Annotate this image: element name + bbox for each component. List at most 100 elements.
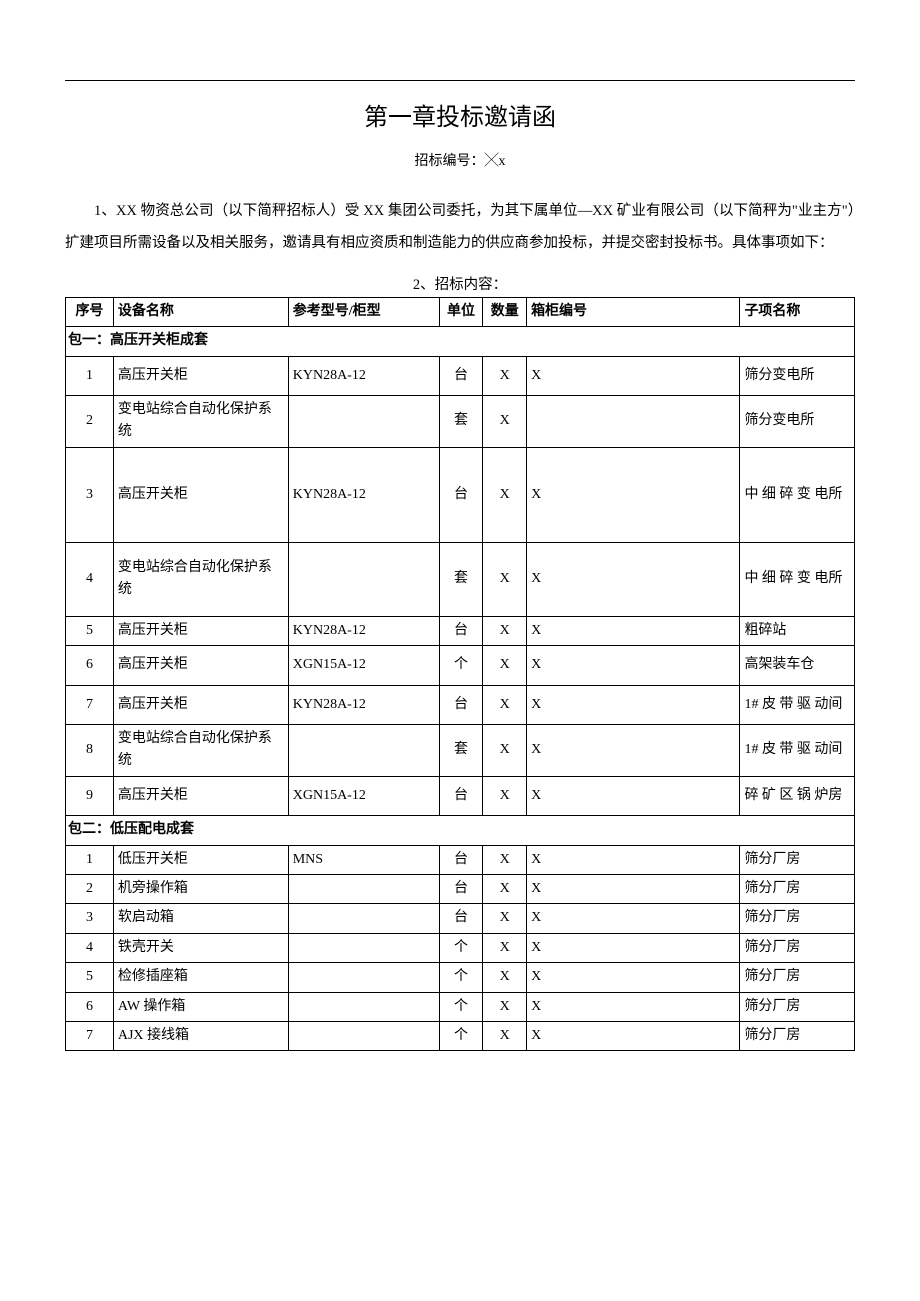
cell-model <box>288 1021 439 1050</box>
section2-label: 2、招标内容： <box>65 274 855 297</box>
table-row: 2变电站综合自动化保护系统套X筛分变电所 <box>66 395 855 447</box>
cell-seq: 6 <box>66 992 114 1021</box>
table-group-row: 包二：低压配电成套 <box>66 816 855 845</box>
cell-unit: 个 <box>439 992 483 1021</box>
cell-unit: 套 <box>439 725 483 777</box>
cell-name: 变电站综合自动化保护系统 <box>113 725 288 777</box>
cell-unit: 个 <box>439 1021 483 1050</box>
cell-model <box>288 395 439 447</box>
cell-name: 铁壳开关 <box>113 933 288 962</box>
cell-cabno: X <box>527 356 740 395</box>
cell-sub: 筛分厂房 <box>740 845 855 874</box>
cell-qty: X <box>483 646 527 685</box>
cell-model: KYN28A-12 <box>288 356 439 395</box>
cell-sub: 筛分厂房 <box>740 933 855 962</box>
cell-sub: 筛分厂房 <box>740 963 855 992</box>
cell-sub: 筛分变电所 <box>740 395 855 447</box>
cell-cabno <box>527 395 740 447</box>
cell-cabno: X <box>527 933 740 962</box>
cell-qty: X <box>483 725 527 777</box>
cell-seq: 1 <box>66 845 114 874</box>
cell-seq: 1 <box>66 356 114 395</box>
cell-model <box>288 875 439 904</box>
cell-model: KYN28A-12 <box>288 616 439 645</box>
cell-cabno: X <box>527 616 740 645</box>
th-unit: 单位 <box>439 297 483 326</box>
table-row: 1低压开关柜MNS台XX筛分厂房 <box>66 845 855 874</box>
cell-sub: 1# 皮 带 驱 动间 <box>740 685 855 724</box>
table-row: 9高压开关柜XGN15A-12台XX碎 矿 区 锅 炉房 <box>66 776 855 815</box>
cell-qty: X <box>483 447 527 542</box>
cell-name: 高压开关柜 <box>113 356 288 395</box>
table-row: 4铁壳开关个XX筛分厂房 <box>66 933 855 962</box>
cell-sub: 筛分厂房 <box>740 1021 855 1050</box>
group-label: 包二：低压配电成套 <box>66 816 855 845</box>
cell-sub: 筛分变电所 <box>740 356 855 395</box>
cell-name: AW 操作箱 <box>113 992 288 1021</box>
cell-model <box>288 933 439 962</box>
cell-name: 高压开关柜 <box>113 646 288 685</box>
cell-name: 变电站综合自动化保护系统 <box>113 395 288 447</box>
cell-qty: X <box>483 685 527 724</box>
cell-cabno: X <box>527 725 740 777</box>
cell-seq: 2 <box>66 875 114 904</box>
cell-name: 高压开关柜 <box>113 685 288 724</box>
table-row: 7AJX 接线箱个XX筛分厂房 <box>66 1021 855 1050</box>
cell-model <box>288 725 439 777</box>
bid-number: 招标编号：╳x <box>65 151 855 173</box>
cell-sub: 高架装车仓 <box>740 646 855 685</box>
cell-qty: X <box>483 616 527 645</box>
cell-seq: 8 <box>66 725 114 777</box>
cell-cabno: X <box>527 646 740 685</box>
cell-name: AJX 接线箱 <box>113 1021 288 1050</box>
table-body: 包一：高压开关柜成套1高压开关柜KYN28A-12台XX筛分变电所2变电站综合自… <box>66 327 855 1051</box>
table-row: 5检修插座箱个XX筛分厂房 <box>66 963 855 992</box>
th-seq: 序号 <box>66 297 114 326</box>
cell-qty: X <box>483 356 527 395</box>
cell-cabno: X <box>527 992 740 1021</box>
cell-seq: 6 <box>66 646 114 685</box>
cell-qty: X <box>483 933 527 962</box>
cell-sub: 筛分厂房 <box>740 992 855 1021</box>
cell-unit: 台 <box>439 447 483 542</box>
cell-seq: 7 <box>66 1021 114 1050</box>
cell-model <box>288 543 439 617</box>
cell-unit: 个 <box>439 963 483 992</box>
cell-unit: 个 <box>439 646 483 685</box>
cell-unit: 个 <box>439 933 483 962</box>
cell-qty: X <box>483 776 527 815</box>
top-rule <box>65 80 855 81</box>
table-group-row: 包一：高压开关柜成套 <box>66 327 855 356</box>
cell-qty: X <box>483 845 527 874</box>
th-qty: 数量 <box>483 297 527 326</box>
group-label: 包一：高压开关柜成套 <box>66 327 855 356</box>
cell-sub: 碎 矿 区 锅 炉房 <box>740 776 855 815</box>
cell-qty: X <box>483 1021 527 1050</box>
cell-name: 高压开关柜 <box>113 776 288 815</box>
table-row: 3软启动箱台XX筛分厂房 <box>66 904 855 933</box>
cell-seq: 3 <box>66 447 114 542</box>
cell-cabno: X <box>527 776 740 815</box>
cell-unit: 台 <box>439 904 483 933</box>
bid-content-table: 序号 设备名称 参考型号/柜型 单位 数量 箱柜编号 子项名称 包一：高压开关柜… <box>65 297 855 1052</box>
cell-qty: X <box>483 543 527 617</box>
cell-name: 高压开关柜 <box>113 447 288 542</box>
cell-cabno: X <box>527 447 740 542</box>
cell-seq: 3 <box>66 904 114 933</box>
cell-sub: 1# 皮 带 驱 动间 <box>740 725 855 777</box>
cell-sub: 筛分厂房 <box>740 904 855 933</box>
cell-name: 低压开关柜 <box>113 845 288 874</box>
th-name: 设备名称 <box>113 297 288 326</box>
cell-name: 检修插座箱 <box>113 963 288 992</box>
cell-cabno: X <box>527 904 740 933</box>
cell-cabno: X <box>527 685 740 724</box>
cell-qty: X <box>483 904 527 933</box>
cell-cabno: X <box>527 875 740 904</box>
cell-model: KYN28A-12 <box>288 447 439 542</box>
cell-seq: 5 <box>66 963 114 992</box>
cell-model: MNS <box>288 845 439 874</box>
cell-unit: 台 <box>439 685 483 724</box>
cell-seq: 2 <box>66 395 114 447</box>
table-row: 7高压开关柜KYN28A-12台XX1# 皮 带 驱 动间 <box>66 685 855 724</box>
cell-model <box>288 904 439 933</box>
